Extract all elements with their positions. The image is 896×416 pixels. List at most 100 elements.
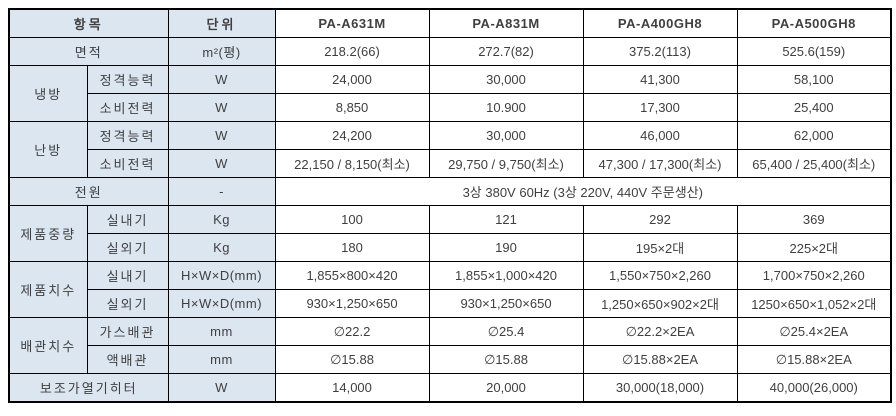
cell-value: 47,300 / 17,300(최소) (582, 149, 738, 178)
sub-label: 소비전력 (86, 149, 169, 178)
unit-cell: m²(평) (167, 37, 276, 66)
cell-value: 8,850 (274, 93, 430, 122)
cell-value: 1,250×650×902×2대 (582, 289, 738, 318)
header-item: 항목 (8, 8, 169, 38)
unit-cell: mm (167, 345, 276, 374)
unit-cell: H×W×D(mm) (167, 289, 276, 318)
header-model-3: PA-A400GH8 (582, 8, 738, 38)
cell-value: 24,000 (274, 65, 430, 94)
cell-value-span: 3상 380V 60Hz (3상 220V, 440V 주문생산) (274, 177, 892, 206)
row-cooling-capacity: 냉방 정격능력 W 24,000 30,000 41,300 58,100 (8, 65, 892, 122)
cell-value: 46,000 (582, 121, 738, 150)
cell-value: 369 (736, 205, 892, 234)
cell-value: 930×1,250×650 (274, 289, 430, 318)
row-weight-indoor: 제품중량 실내기 Kg 100 121 292 369 (8, 205, 892, 262)
cell-value: 62,000 (736, 121, 892, 150)
sub-label: 액배관 (86, 345, 169, 374)
cell-value: 29,750 / 9,750(최소) (428, 149, 584, 178)
cell-value: ∅22.2×2EA (582, 317, 738, 346)
cell-value: 180 (274, 233, 430, 262)
cell-value: 1,550×750×2,260 (582, 261, 738, 290)
cell-value: ∅15.88×2EA (736, 345, 892, 374)
group-label-heating: 난방 (8, 121, 88, 178)
group-label-cooling: 냉방 (8, 65, 88, 122)
row-weight-outdoor: 실외기 Kg 180 190 195×2대 225×2대 (9, 233, 892, 262)
row-label: 보조가열기히터 (8, 373, 169, 403)
unit-cell: W (167, 93, 276, 122)
header-row: 항목 단위 PA-A631M PA-A831M PA-A400GH8 PA-A5… (8, 8, 892, 38)
cell-value: ∅15.88 (274, 345, 430, 374)
row-heating-power: 소비전력 W 22,150 / 8,150(최소) 29,750 / 9,750… (9, 149, 892, 178)
unit-cell: - (167, 177, 276, 206)
cell-value: 25,400 (736, 93, 892, 122)
row-pipe-liquid: 액배관 mm ∅15.88 ∅15.88 ∅15.88×2EA ∅15.88×2… (9, 345, 892, 374)
cell-value: 24,200 (274, 121, 430, 150)
row-area: 면적 m²(평) 218.2(66) 272.7(82) 375.2(113) … (8, 37, 892, 66)
cell-value: 375.2(113) (582, 37, 738, 66)
sub-label: 실외기 (86, 289, 169, 318)
cell-value: 1,855×800×420 (274, 261, 430, 290)
cell-value: 17,300 (582, 93, 738, 122)
row-pipe-gas: 배관치수 가스배관 mm ∅22.2 ∅25.4 ∅22.2×2EA ∅25.4… (8, 317, 892, 374)
cell-value: 65,400 / 25,400(최소) (736, 149, 892, 178)
row-dimensions-indoor: 제품치수 실내기 H×W×D(mm) 1,855×800×420 1,855×1… (8, 261, 892, 318)
unit-cell: W (167, 121, 276, 150)
spec-table: 항목 단위 PA-A631M PA-A831M PA-A400GH8 PA-A5… (8, 8, 893, 403)
group-label-dimensions: 제품치수 (8, 261, 88, 318)
cell-value: 1250×650×1,052×2대 (736, 289, 892, 318)
row-heating-capacity: 난방 정격능력 W 24,200 30,000 46,000 62,000 (8, 121, 892, 178)
cell-value: ∅25.4×2EA (736, 317, 892, 346)
sub-label: 정격능력 (86, 65, 169, 94)
unit-cell: mm (167, 317, 276, 346)
cell-value: 100 (274, 205, 430, 234)
header-model-2: PA-A831M (428, 8, 584, 38)
unit-cell: W (167, 373, 276, 403)
cell-value: 41,300 (582, 65, 738, 94)
cell-value: 10.900 (428, 93, 584, 122)
unit-cell: W (167, 149, 276, 178)
cell-value: 14,000 (274, 373, 430, 403)
unit-cell: W (167, 65, 276, 94)
cell-value: 1,700×750×2,260 (736, 261, 892, 290)
header-model-1: PA-A631M (274, 8, 430, 38)
sub-label: 실외기 (86, 233, 169, 262)
row-dimensions-outdoor: 실외기 H×W×D(mm) 930×1,250×650 930×1,250×65… (9, 289, 892, 318)
cell-value: ∅22.2 (274, 317, 430, 346)
sub-label: 실내기 (86, 205, 169, 234)
cell-value: 30,000(18,000) (582, 373, 738, 403)
cell-value: 58,100 (736, 65, 892, 94)
cell-value: 225×2대 (736, 233, 892, 262)
cell-value: ∅15.88×2EA (582, 345, 738, 374)
unit-cell: Kg (167, 205, 276, 234)
sub-label: 실내기 (86, 261, 169, 290)
sub-label: 가스배관 (86, 317, 169, 346)
unit-cell: Kg (167, 233, 276, 262)
row-label: 전원 (8, 177, 169, 206)
cell-value: 22,150 / 8,150(최소) (274, 149, 430, 178)
cell-value: 1,855×1,000×420 (428, 261, 584, 290)
cell-value: 218.2(66) (274, 37, 430, 66)
cell-value: 525.6(159) (736, 37, 892, 66)
sub-label: 소비전력 (86, 93, 169, 122)
row-cooling-power: 소비전력 W 8,850 10.900 17,300 25,400 (9, 93, 892, 122)
row-label: 면적 (8, 37, 169, 66)
group-label-pipe: 배관치수 (8, 317, 88, 374)
header-unit: 단위 (167, 8, 276, 38)
group-label-weight: 제품중량 (8, 205, 88, 262)
cell-value: 292 (582, 205, 738, 234)
row-power-source: 전원 - 3상 380V 60Hz (3상 220V, 440V 주문생산) (8, 177, 892, 206)
cell-value: ∅25.4 (428, 317, 584, 346)
unit-cell: H×W×D(mm) (167, 261, 276, 290)
cell-value: 30,000 (428, 65, 584, 94)
cell-value: 121 (428, 205, 584, 234)
cell-value: 30,000 (428, 121, 584, 150)
cell-value: 195×2대 (582, 233, 738, 262)
cell-value: 20,000 (428, 373, 584, 403)
cell-value: ∅15.88 (428, 345, 584, 374)
cell-value: 190 (428, 233, 584, 262)
cell-value: 40,000(26,000) (736, 373, 892, 403)
header-model-4: PA-A500GH8 (736, 8, 892, 38)
row-aux-heater: 보조가열기히터 W 14,000 20,000 30,000(18,000) 4… (8, 373, 892, 403)
cell-value: 272.7(82) (428, 37, 584, 66)
